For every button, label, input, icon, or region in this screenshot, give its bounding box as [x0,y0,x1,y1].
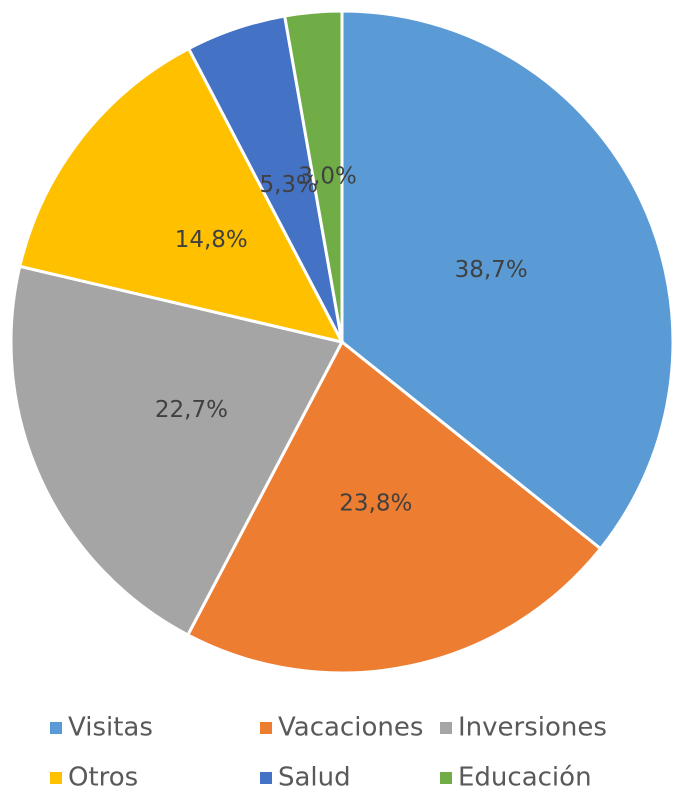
legend-label: Otros [68,763,138,793]
pie-slice [17,46,345,345]
legend-label: Vacaciones [278,713,423,743]
pie-slice [340,9,674,551]
data-label: 14,8% [175,227,248,253]
data-label: 38,7% [455,257,528,283]
legend-label: Salud [278,763,351,793]
pie-slice [9,264,345,637]
legend-swatch [440,772,452,784]
legend-swatch [440,722,452,734]
data-label: 3,0% [298,164,356,190]
legend-swatch [50,772,62,784]
legend-swatch [260,722,272,734]
data-label: 5,3% [259,172,317,198]
pie-slice [282,9,344,343]
legend-label: Visitas [68,713,153,743]
data-label: 22,7% [155,397,228,423]
legend-label: Educación [458,763,592,793]
legend-label: Inversiones [458,713,607,743]
legend-swatch [260,772,272,784]
pie-slice [185,339,603,675]
legend-swatch [50,722,62,734]
data-label: 23,8% [339,491,412,517]
